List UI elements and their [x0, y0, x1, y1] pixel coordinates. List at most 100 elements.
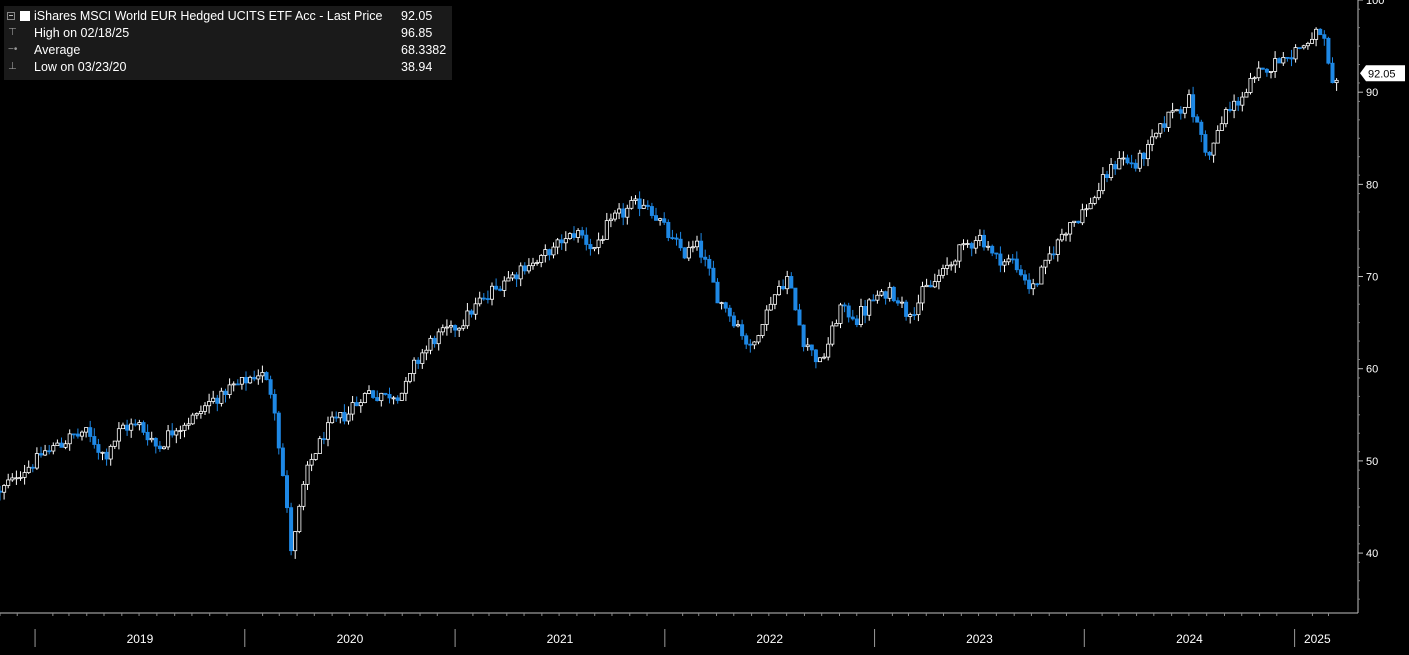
candle-down: [674, 237, 679, 240]
candle-up: [563, 238, 568, 244]
candle-down: [883, 291, 888, 299]
candle-down: [88, 427, 93, 437]
candle-up: [1187, 94, 1192, 108]
collapse-toggle-icon[interactable]: [7, 12, 15, 20]
candle-up: [772, 294, 777, 305]
candle-down: [157, 445, 162, 450]
candle-down: [272, 393, 277, 414]
candle-up: [695, 240, 700, 248]
candle-down: [96, 444, 101, 453]
candle-up: [600, 238, 605, 241]
candle-up: [875, 294, 880, 301]
candle-up: [465, 310, 470, 327]
candle-down: [740, 324, 745, 337]
candle-up: [489, 285, 494, 300]
candle-up: [1256, 67, 1261, 79]
legend-average-row: −• Average 68.3382: [4, 42, 452, 58]
candle-up: [43, 450, 48, 456]
candle-up: [14, 477, 19, 480]
candle-down: [354, 402, 359, 407]
candle-down: [580, 230, 585, 236]
candle-down: [842, 304, 847, 307]
candle-down: [264, 372, 269, 381]
candle-up: [658, 218, 663, 221]
candle-up: [604, 220, 609, 240]
candle-up: [420, 352, 425, 364]
candle-up: [313, 453, 318, 460]
candle-up: [1170, 110, 1175, 113]
candle-down: [235, 383, 240, 386]
candle-up: [818, 357, 823, 363]
candle-up: [1100, 174, 1105, 192]
candle-down: [170, 430, 175, 436]
candle-down: [1178, 109, 1183, 114]
candle-up: [330, 416, 335, 424]
candle-up: [945, 264, 950, 269]
candle-up: [358, 402, 363, 407]
candle-up: [1223, 109, 1228, 125]
candle-down: [637, 198, 642, 209]
candle-up: [1043, 259, 1048, 268]
candle-down: [1207, 151, 1212, 156]
candle-down: [1023, 274, 1028, 281]
candle-up: [161, 446, 166, 450]
candle-down: [731, 315, 736, 327]
candle-down: [47, 450, 52, 453]
x-tick-label: 2020: [337, 632, 364, 646]
candle-up: [399, 392, 404, 401]
candle-up: [166, 430, 171, 448]
candle-up: [908, 314, 913, 317]
candle-down: [723, 302, 728, 309]
candle-down: [789, 276, 794, 289]
candle-up: [641, 204, 646, 209]
candle-up: [805, 344, 810, 348]
candle-up: [961, 243, 966, 246]
candle-up: [539, 255, 544, 263]
candle-up: [1096, 190, 1101, 199]
candle-down: [1264, 68, 1269, 73]
candle-up: [941, 267, 946, 276]
legend-average-value: 68.3382: [401, 43, 447, 57]
candle-down: [982, 234, 987, 248]
candle-up: [924, 284, 929, 288]
legend-high-row: ⊤ High on 02/18/25 96.85: [4, 25, 452, 41]
candle-up: [1215, 130, 1220, 144]
candle-up: [190, 414, 195, 425]
candle-up: [900, 301, 905, 304]
candle-up: [879, 291, 884, 296]
candle-up: [887, 286, 892, 299]
candle-down: [1051, 253, 1056, 256]
candle-up: [1084, 208, 1089, 211]
candle-down: [998, 253, 1003, 266]
candle-up: [1064, 233, 1069, 236]
legend-last-price: 92.05: [401, 9, 433, 23]
candle-up: [84, 427, 89, 433]
candle-down: [1191, 94, 1196, 118]
candle-up: [973, 240, 978, 249]
candle-down: [453, 325, 458, 331]
candle-up: [1137, 152, 1142, 169]
y-tick-label: 60: [1366, 364, 1378, 376]
legend-average-label: Average: [34, 43, 81, 57]
candle-up: [293, 531, 298, 552]
candle-up: [346, 413, 351, 422]
candle-down: [1260, 67, 1265, 70]
candle-up: [867, 299, 872, 316]
candle-down: [744, 335, 749, 345]
candle-up: [1232, 100, 1237, 111]
candle-down: [1277, 58, 1282, 64]
candle-up: [531, 262, 536, 267]
candle-down: [494, 285, 499, 290]
candle-up: [22, 472, 27, 478]
candle-down: [125, 424, 130, 431]
candle-up: [1301, 45, 1306, 49]
candle-down: [1162, 123, 1167, 128]
candle-up: [403, 380, 408, 394]
candle-up: [80, 431, 85, 437]
candle-up: [116, 428, 121, 442]
candle-down: [781, 286, 786, 290]
candle-down: [1195, 116, 1200, 123]
candle-up: [736, 324, 741, 327]
candle-up: [1293, 47, 1298, 60]
candle-down: [145, 431, 150, 441]
